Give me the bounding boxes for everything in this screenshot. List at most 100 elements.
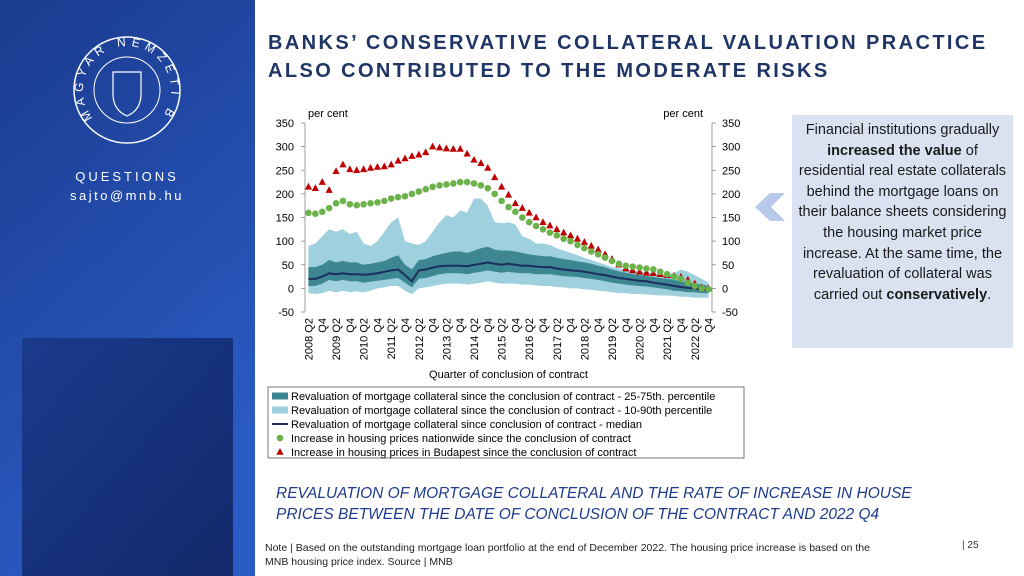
- point-circle: [525, 218, 533, 226]
- point-circle: [401, 192, 409, 200]
- callout-text: conservatively: [886, 286, 988, 303]
- x-tick-label: 2019 Q2: [607, 318, 619, 360]
- point-circle: [539, 226, 547, 233]
- x-axis-label: Quarter of conclusion of contract: [429, 369, 588, 381]
- point-circle: [305, 209, 312, 217]
- point-circle: [450, 180, 457, 187]
- logo-shield: [112, 71, 142, 117]
- point-circle: [312, 210, 319, 218]
- point-triangle: [415, 150, 423, 158]
- x-tick-label: Q4: [428, 318, 440, 333]
- y-tick-label: 200: [276, 189, 294, 201]
- x-tick-label: Q4: [455, 318, 467, 333]
- y-tick-label: 100: [276, 236, 294, 248]
- point-circle: [608, 257, 616, 265]
- point-circle: [636, 264, 643, 271]
- y-tick-label: 350: [276, 118, 294, 130]
- legend-swatch: [272, 392, 288, 400]
- point-circle: [587, 248, 595, 255]
- callout: Financial institutions gradually increas…: [792, 115, 1013, 348]
- x-tick-label: 2017 Q2: [552, 318, 564, 360]
- title-line: ALSO CONTRIBUTED TO THE MODERATE RISKS: [268, 60, 830, 82]
- point-triangle: [477, 159, 485, 166]
- point-triangle: [401, 154, 409, 162]
- y2-tick-label: 50: [722, 260, 734, 272]
- callout-text: of residential real estate collaterals b…: [798, 142, 1007, 303]
- point-triangle: [491, 173, 499, 181]
- point-triangle: [511, 199, 519, 207]
- point-circle: [477, 182, 485, 189]
- x-tick-label: Q4: [538, 318, 550, 333]
- point-triangle: [566, 231, 575, 239]
- point-circle: [691, 282, 699, 290]
- point-triangle: [442, 144, 451, 152]
- point-triangle: [635, 267, 644, 275]
- point-circle: [353, 201, 361, 209]
- point-triangle: [456, 144, 464, 152]
- y-tick-label: 50: [282, 260, 294, 272]
- point-triangle: [325, 186, 333, 193]
- questions: QUESTIONS: [75, 169, 179, 184]
- point-circle: [670, 273, 678, 280]
- point-triangle: [525, 208, 533, 216]
- point-circle: [512, 208, 519, 216]
- point-circle: [339, 197, 347, 205]
- logo-ring: [73, 36, 181, 144]
- point-circle: [581, 244, 588, 252]
- sidebar-square: [22, 338, 233, 576]
- x-tick-label: 2014 Q2: [469, 318, 481, 360]
- point-circle: [408, 190, 416, 198]
- point-circle: [422, 185, 430, 193]
- point-circle: [381, 197, 388, 205]
- point-triangle: [339, 160, 347, 168]
- y-tick-label: -50: [278, 307, 294, 319]
- point-triangle: [587, 241, 595, 249]
- point-circle: [684, 279, 692, 287]
- point-triangle: [332, 167, 340, 174]
- x-tick-label: Q4: [593, 318, 605, 333]
- point-circle: [594, 251, 602, 258]
- arrow: [755, 193, 785, 221]
- email[interactable]: sajto@mnb.hu: [70, 188, 184, 203]
- x-tick-label: 2022 Q2: [690, 318, 702, 360]
- point-circle: [374, 199, 381, 206]
- point-circle: [470, 180, 478, 187]
- point-circle: [567, 237, 574, 245]
- x-tick-label: 2009 Q2: [331, 318, 343, 360]
- callout-text: increased the value: [827, 142, 962, 159]
- x-tick-label: Q4: [317, 318, 329, 333]
- point-triangle: [470, 155, 478, 163]
- point-triangle: [353, 166, 361, 174]
- point-triangle: [484, 163, 492, 171]
- x-tick-label: Q4: [510, 318, 522, 333]
- page-number: | 25: [962, 540, 979, 551]
- point-triangle: [360, 165, 368, 173]
- point-triangle: [373, 162, 382, 170]
- point-circle: [553, 232, 561, 239]
- point-triangle: [318, 178, 326, 185]
- point-circle: [656, 268, 664, 276]
- point-circle: [484, 184, 492, 192]
- point-circle: [532, 222, 540, 230]
- y2-tick-label: 250: [722, 165, 740, 177]
- point-circle: [698, 285, 705, 292]
- point-triangle: [498, 182, 506, 190]
- median-line: [308, 261, 709, 291]
- legend-label: Increase in housing prices nationwide si…: [291, 433, 631, 445]
- point-circle: [615, 260, 623, 268]
- x-tick-label: 2008 Q2: [303, 318, 315, 360]
- legend-label: Revaluation of mortgage collateral since…: [291, 391, 715, 403]
- point-circle: [360, 200, 367, 208]
- legend-box: [267, 386, 745, 459]
- point-circle: [415, 188, 423, 195]
- x-tick-label: Q4: [483, 318, 495, 333]
- point-triangle: [642, 268, 651, 276]
- x-tick-label: Q4: [400, 318, 412, 333]
- point-circle: [705, 286, 712, 293]
- x-tick-label: 2021 Q2: [662, 318, 674, 360]
- point-circle: [629, 263, 636, 270]
- point-triangle: [504, 190, 513, 198]
- point-triangle: [387, 160, 395, 168]
- y-tick-label: 250: [276, 165, 294, 177]
